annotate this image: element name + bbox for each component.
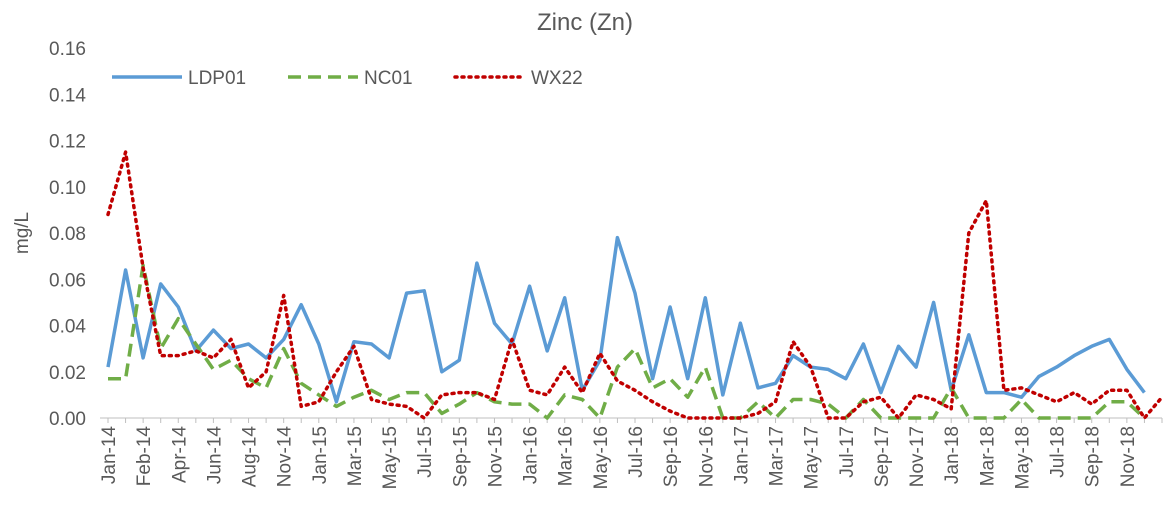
x-tick-label: Mar-15 [345,426,366,486]
y-tick-label: 0.08 [49,224,86,245]
x-tick-label: May-16 [591,426,612,489]
legend-label: NC01 [364,68,413,89]
x-tick-label: Sep-18 [1083,426,1104,487]
y-tick-label: 0.04 [49,317,86,338]
x-tick-label: Sep-17 [872,426,893,487]
x-tick-label: Jan-17 [731,426,752,484]
x-tick-label: May-18 [1012,426,1033,489]
y-axis-label: mg/L [12,212,33,254]
x-tick-label: Sep-16 [661,426,682,487]
x-tick-label: Jul-15 [415,426,436,478]
legend-label: WX22 [531,68,583,89]
x-tick-label: May-15 [380,426,401,489]
x-tick-label: Sep-15 [450,426,471,487]
y-tick-label: 0.10 [49,178,86,199]
x-tick-label: Mar-16 [556,426,577,486]
series-line [106,150,1164,420]
x-tick-label: Apr-14 [169,426,190,483]
series-line [108,263,1146,420]
y-tick-label: 0.02 [49,363,86,384]
x-tick-label: Aug-14 [240,426,261,488]
x-tick-label: Jul-16 [626,426,647,478]
x-tick-label: Nov-18 [1118,426,1139,487]
x-tick-label: Mar-18 [977,426,998,486]
x-tick-label: Jul-18 [1048,426,1069,478]
x-tick-label: Nov-15 [485,426,506,487]
x-tick-label: Nov-17 [907,426,928,487]
x-tick-label: Jan-16 [521,426,542,484]
chart-title: Zinc (Zn) [537,9,633,36]
legend-label: LDP01 [188,68,246,89]
y-tick-label: 0.00 [49,409,86,430]
x-tick-label: Jan-18 [942,426,963,484]
y-tick-label: 0.14 [49,85,86,106]
y-tick-label: 0.12 [49,132,86,153]
x-tick-label: Mar-17 [767,426,788,486]
x-tick-label: Nov-16 [696,426,717,487]
series-line [106,235,1146,404]
x-tick-label: Jan-14 [99,426,120,485]
x-tick-label: Jun-14 [204,426,225,485]
y-tick-label: 0.16 [49,39,86,60]
y-tick-label: 0.06 [49,270,86,291]
x-tick-label: Nov-14 [275,426,296,488]
x-tick-label: May-17 [802,426,823,489]
x-tick-label: Jul-17 [837,426,858,478]
x-tick-label: Jan-15 [310,426,331,484]
x-tick-label: Feb-14 [134,426,155,487]
